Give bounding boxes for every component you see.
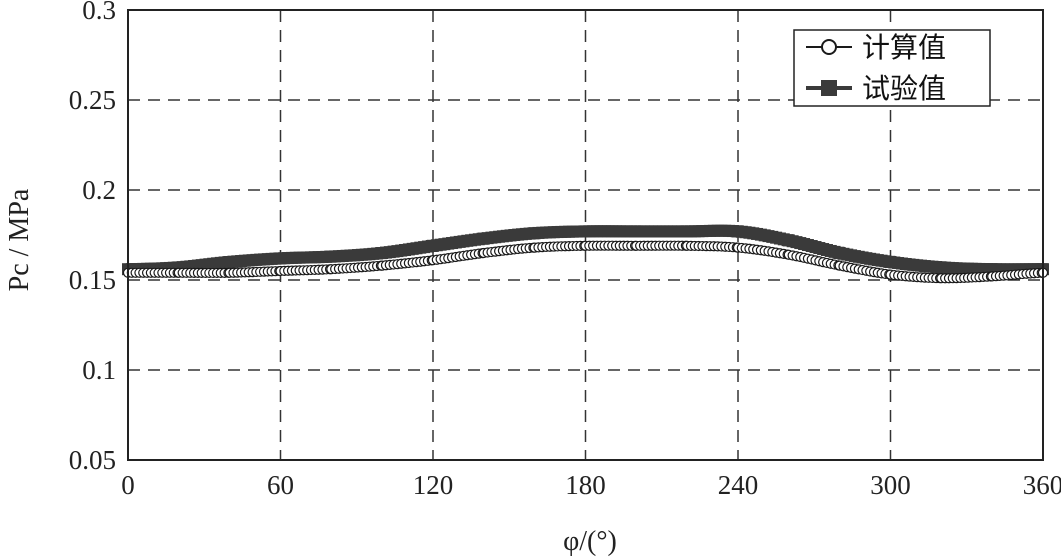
y-tick-label: 0.05	[69, 445, 116, 475]
x-tick-label: 180	[565, 470, 606, 500]
y-tick-label: 0.15	[69, 265, 116, 295]
tick-labels: 0 60 120 180 240 300 360 0.05 0.1 0.15 0.2 0.25 0.3	[69, 0, 1061, 500]
legend-marker-circle	[821, 39, 837, 55]
y-tick-label: 0.2	[82, 175, 116, 205]
legend-marker-square	[821, 80, 837, 96]
x-tick-label: 120	[413, 470, 454, 500]
legend-label-series-2: 试验值	[862, 72, 946, 105]
y-axis-label: Pc / MPa	[4, 188, 35, 291]
legend-label-series-1: 计算值	[862, 31, 946, 64]
x-tick-label: 60	[267, 470, 294, 500]
x-tick-label: 240	[718, 470, 759, 500]
y-tick-label: 0.1	[82, 355, 116, 385]
y-tick-label: 0.25	[69, 85, 116, 115]
legend: 计算值 试验值	[793, 29, 991, 107]
series-layer	[122, 224, 1049, 284]
y-tick-label: 0.3	[82, 0, 116, 25]
x-tick-label: 360	[1023, 470, 1061, 500]
x-tick-label: 0	[121, 470, 135, 500]
x-axis-label: φ/(°)	[563, 526, 617, 557]
plot-frame	[127, 9, 1044, 461]
x-tick-label: 300	[870, 470, 911, 500]
